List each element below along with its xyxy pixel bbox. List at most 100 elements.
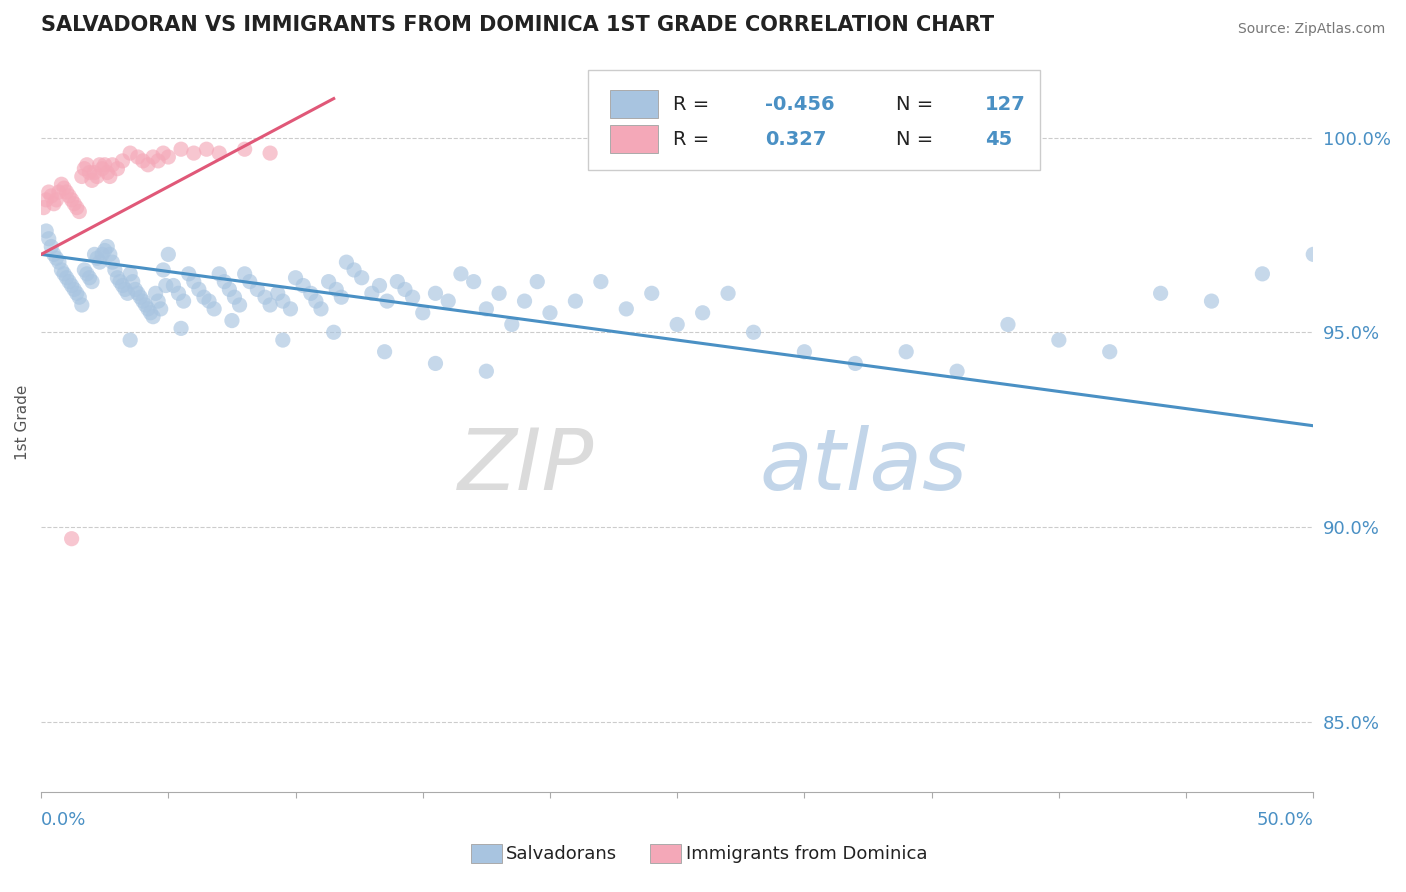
- Point: [692, 306, 714, 320]
- Point: [195, 142, 218, 156]
- Point: [177, 267, 200, 281]
- Point: [91, 247, 114, 261]
- Point: [96, 165, 118, 179]
- Point: [45, 193, 67, 207]
- Point: [132, 294, 155, 309]
- Point: [86, 252, 108, 266]
- Point: [401, 290, 423, 304]
- Point: [374, 344, 396, 359]
- Point: [488, 286, 510, 301]
- Point: [142, 310, 165, 324]
- Point: [136, 158, 159, 172]
- Point: [271, 294, 294, 309]
- Point: [60, 532, 83, 546]
- Point: [35, 224, 58, 238]
- Point: [73, 263, 96, 277]
- Point: [55, 270, 77, 285]
- Point: [193, 290, 215, 304]
- Point: [233, 142, 256, 156]
- Point: [66, 286, 89, 301]
- Point: [114, 282, 136, 296]
- Point: [717, 286, 740, 301]
- Point: [83, 247, 105, 261]
- Point: [343, 263, 366, 277]
- Point: [271, 333, 294, 347]
- Text: Immigrants from Dominica: Immigrants from Dominica: [686, 845, 928, 863]
- Point: [96, 239, 118, 253]
- Point: [538, 306, 561, 320]
- Point: [350, 270, 373, 285]
- Point: [170, 142, 193, 156]
- Point: [425, 356, 447, 370]
- Point: [152, 146, 174, 161]
- Point: [120, 146, 142, 161]
- Point: [70, 298, 93, 312]
- Point: [120, 267, 142, 281]
- Point: [124, 282, 146, 296]
- Point: [76, 158, 98, 172]
- Point: [60, 278, 83, 293]
- Point: [187, 282, 209, 296]
- Point: [53, 181, 76, 195]
- Point: [239, 275, 262, 289]
- Point: [246, 282, 269, 296]
- Point: [1302, 247, 1324, 261]
- Point: [70, 169, 93, 184]
- Point: [173, 294, 195, 309]
- Point: [896, 344, 918, 359]
- Point: [299, 286, 322, 301]
- Text: N =: N =: [896, 129, 934, 149]
- Point: [149, 301, 172, 316]
- Point: [292, 278, 315, 293]
- Point: [67, 204, 90, 219]
- Point: [129, 290, 152, 304]
- Point: [360, 286, 382, 301]
- Point: [208, 267, 231, 281]
- Point: [32, 201, 55, 215]
- Point: [614, 301, 637, 316]
- Point: [284, 270, 307, 285]
- Point: [641, 286, 664, 301]
- Point: [742, 325, 765, 339]
- Point: [98, 169, 121, 184]
- Point: [162, 278, 184, 293]
- Point: [142, 150, 165, 164]
- Point: [111, 278, 134, 293]
- Point: [253, 290, 276, 304]
- Point: [66, 201, 89, 215]
- Point: [80, 275, 103, 289]
- Text: Salvadorans: Salvadorans: [506, 845, 617, 863]
- Point: [157, 247, 180, 261]
- Point: [117, 286, 139, 301]
- Point: [224, 290, 246, 304]
- Point: [1251, 267, 1274, 281]
- Point: [121, 275, 143, 289]
- Text: ZIP: ZIP: [458, 425, 595, 508]
- Point: [221, 313, 243, 327]
- Point: [198, 294, 221, 309]
- Point: [368, 278, 391, 293]
- Point: [322, 325, 344, 339]
- Point: [335, 255, 357, 269]
- Point: [309, 301, 332, 316]
- Point: [513, 294, 536, 309]
- FancyBboxPatch shape: [610, 90, 658, 119]
- Point: [501, 318, 523, 332]
- Text: 0.327: 0.327: [765, 129, 827, 149]
- Point: [83, 165, 105, 179]
- Point: [394, 282, 416, 296]
- Text: 50.0%: 50.0%: [1257, 812, 1313, 830]
- Point: [267, 286, 290, 301]
- Point: [93, 244, 115, 258]
- Point: [183, 146, 205, 161]
- Point: [325, 282, 347, 296]
- FancyBboxPatch shape: [588, 70, 1040, 170]
- Point: [475, 364, 498, 378]
- Point: [42, 196, 65, 211]
- Point: [51, 178, 73, 192]
- Point: [437, 294, 460, 309]
- Point: [42, 247, 65, 261]
- Point: [146, 153, 169, 168]
- Point: [233, 267, 256, 281]
- Text: R =: R =: [673, 95, 710, 114]
